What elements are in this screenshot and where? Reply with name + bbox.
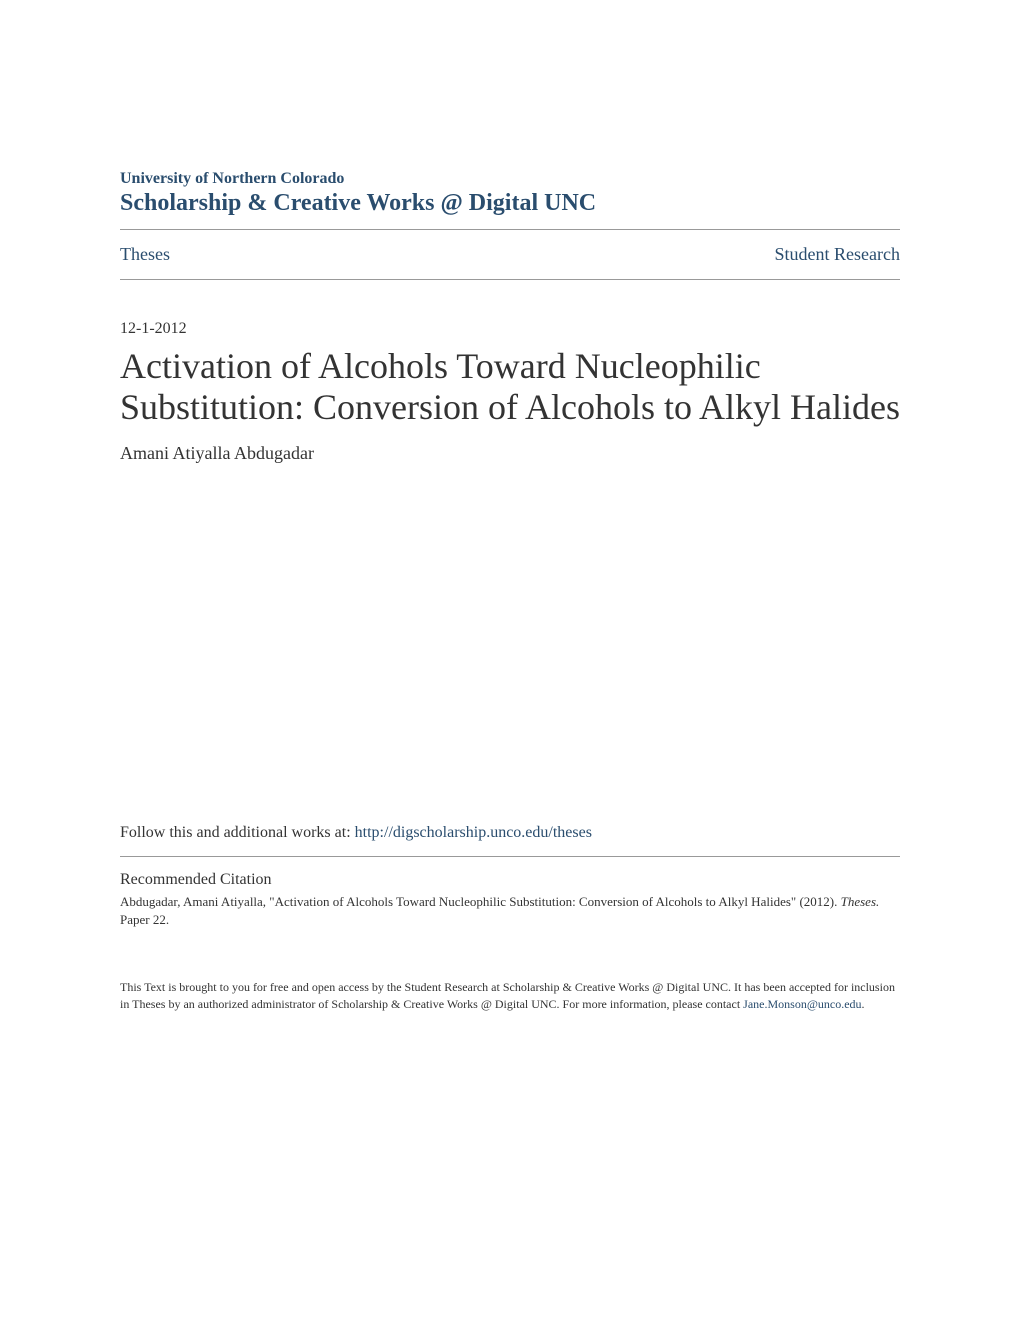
paper-title: Activation of Alcohols Toward Nucleophil… [120,346,900,429]
footer-email-link[interactable]: Jane.Monson@unco.edu [743,997,861,1011]
follow-prefix: Follow this and additional works at: [120,824,355,841]
nav-divider [120,279,900,280]
nav-right-link[interactable]: Student Research [775,244,900,265]
follow-divider [120,856,900,857]
footer-suffix: . [862,997,865,1011]
author-name: Amani Atiyalla Abdugadar [120,443,900,464]
citation-heading: Recommended Citation [120,871,900,889]
publication-date: 12-1-2012 [120,320,900,338]
citation-author-part: Abdugadar, Amani Atiyalla, "Activation o… [120,894,841,909]
nav-left-link[interactable]: Theses [120,244,170,265]
nav-row: Theses Student Research [120,230,900,279]
citation-text: Abdugadar, Amani Atiyalla, "Activation o… [120,893,900,929]
footer-text: This Text is brought to you for free and… [120,979,900,1013]
citation-paper: Paper 22. [120,912,169,927]
institution-name: University of Northern Colorado [120,170,900,188]
repository-name[interactable]: Scholarship & Creative Works @ Digital U… [120,190,900,217]
citation-series: Theses. [841,894,880,909]
follow-url-link[interactable]: http://digscholarship.unco.edu/theses [355,824,592,841]
follow-line: Follow this and additional works at: htt… [120,824,900,842]
